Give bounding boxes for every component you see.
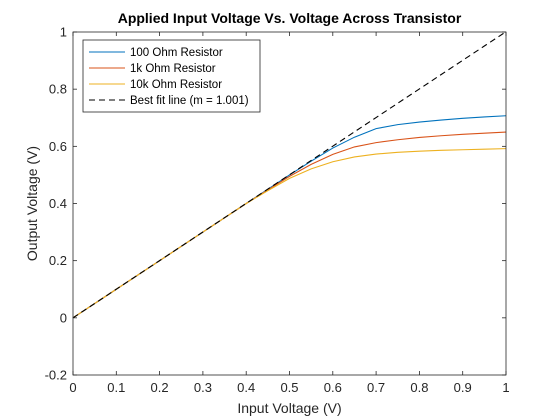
y-tick-label: 0.2 [49, 253, 67, 268]
x-axis-ticks: 0 0.1 0.2 0.3 0.4 0.5 0.6 0.7 0.8 0.9 1 [69, 32, 510, 395]
x-tick-label: 0.1 [107, 380, 125, 395]
y-tick-label: 0.4 [49, 196, 67, 211]
x-tick-label: 0.6 [324, 380, 342, 395]
x-tick-label: 1 [502, 380, 509, 395]
x-tick-label: 0.9 [454, 380, 472, 395]
y-tick-label: -0.2 [45, 368, 67, 383]
x-tick-label: 0 [69, 380, 76, 395]
y-axis-ticks: -0.2 0 0.2 0.4 0.6 0.8 1 [45, 25, 506, 383]
y-tick-label: 0 [60, 310, 67, 325]
legend-label-2: 1k Ohm Resistor [130, 63, 216, 75]
legend-label-3: 10k Ohm Resistor [130, 79, 222, 91]
x-axis-label: Input Voltage (V) [237, 400, 341, 416]
y-axis-label: Output Voltage (V) [24, 146, 40, 261]
series-line-4 [72, 31, 507, 319]
x-tick-label: 0.3 [194, 380, 212, 395]
chart-title: Applied Input Voltage Vs. Voltage Across… [118, 10, 462, 26]
legend: 100 Ohm Resistor 1k Ohm Resistor 10k Ohm R… [82, 39, 261, 113]
series-layer [72, 31, 507, 319]
x-tick-label: 0.8 [410, 380, 428, 395]
legend-label-1: 100 Ohm Resistor [130, 47, 223, 59]
legend-label-4: Best fit line (m = 1.001) [130, 95, 249, 107]
x-tick-label: 0.4 [237, 380, 255, 395]
y-tick-label: 0.8 [49, 82, 67, 97]
x-tick-label: 0.5 [280, 380, 298, 395]
x-tick-label: 0.2 [151, 380, 169, 395]
series-line-3 [72, 148, 507, 319]
y-tick-label: 0.6 [49, 139, 67, 154]
y-tick-label: 1 [60, 25, 67, 40]
x-tick-label: 0.7 [367, 380, 385, 395]
